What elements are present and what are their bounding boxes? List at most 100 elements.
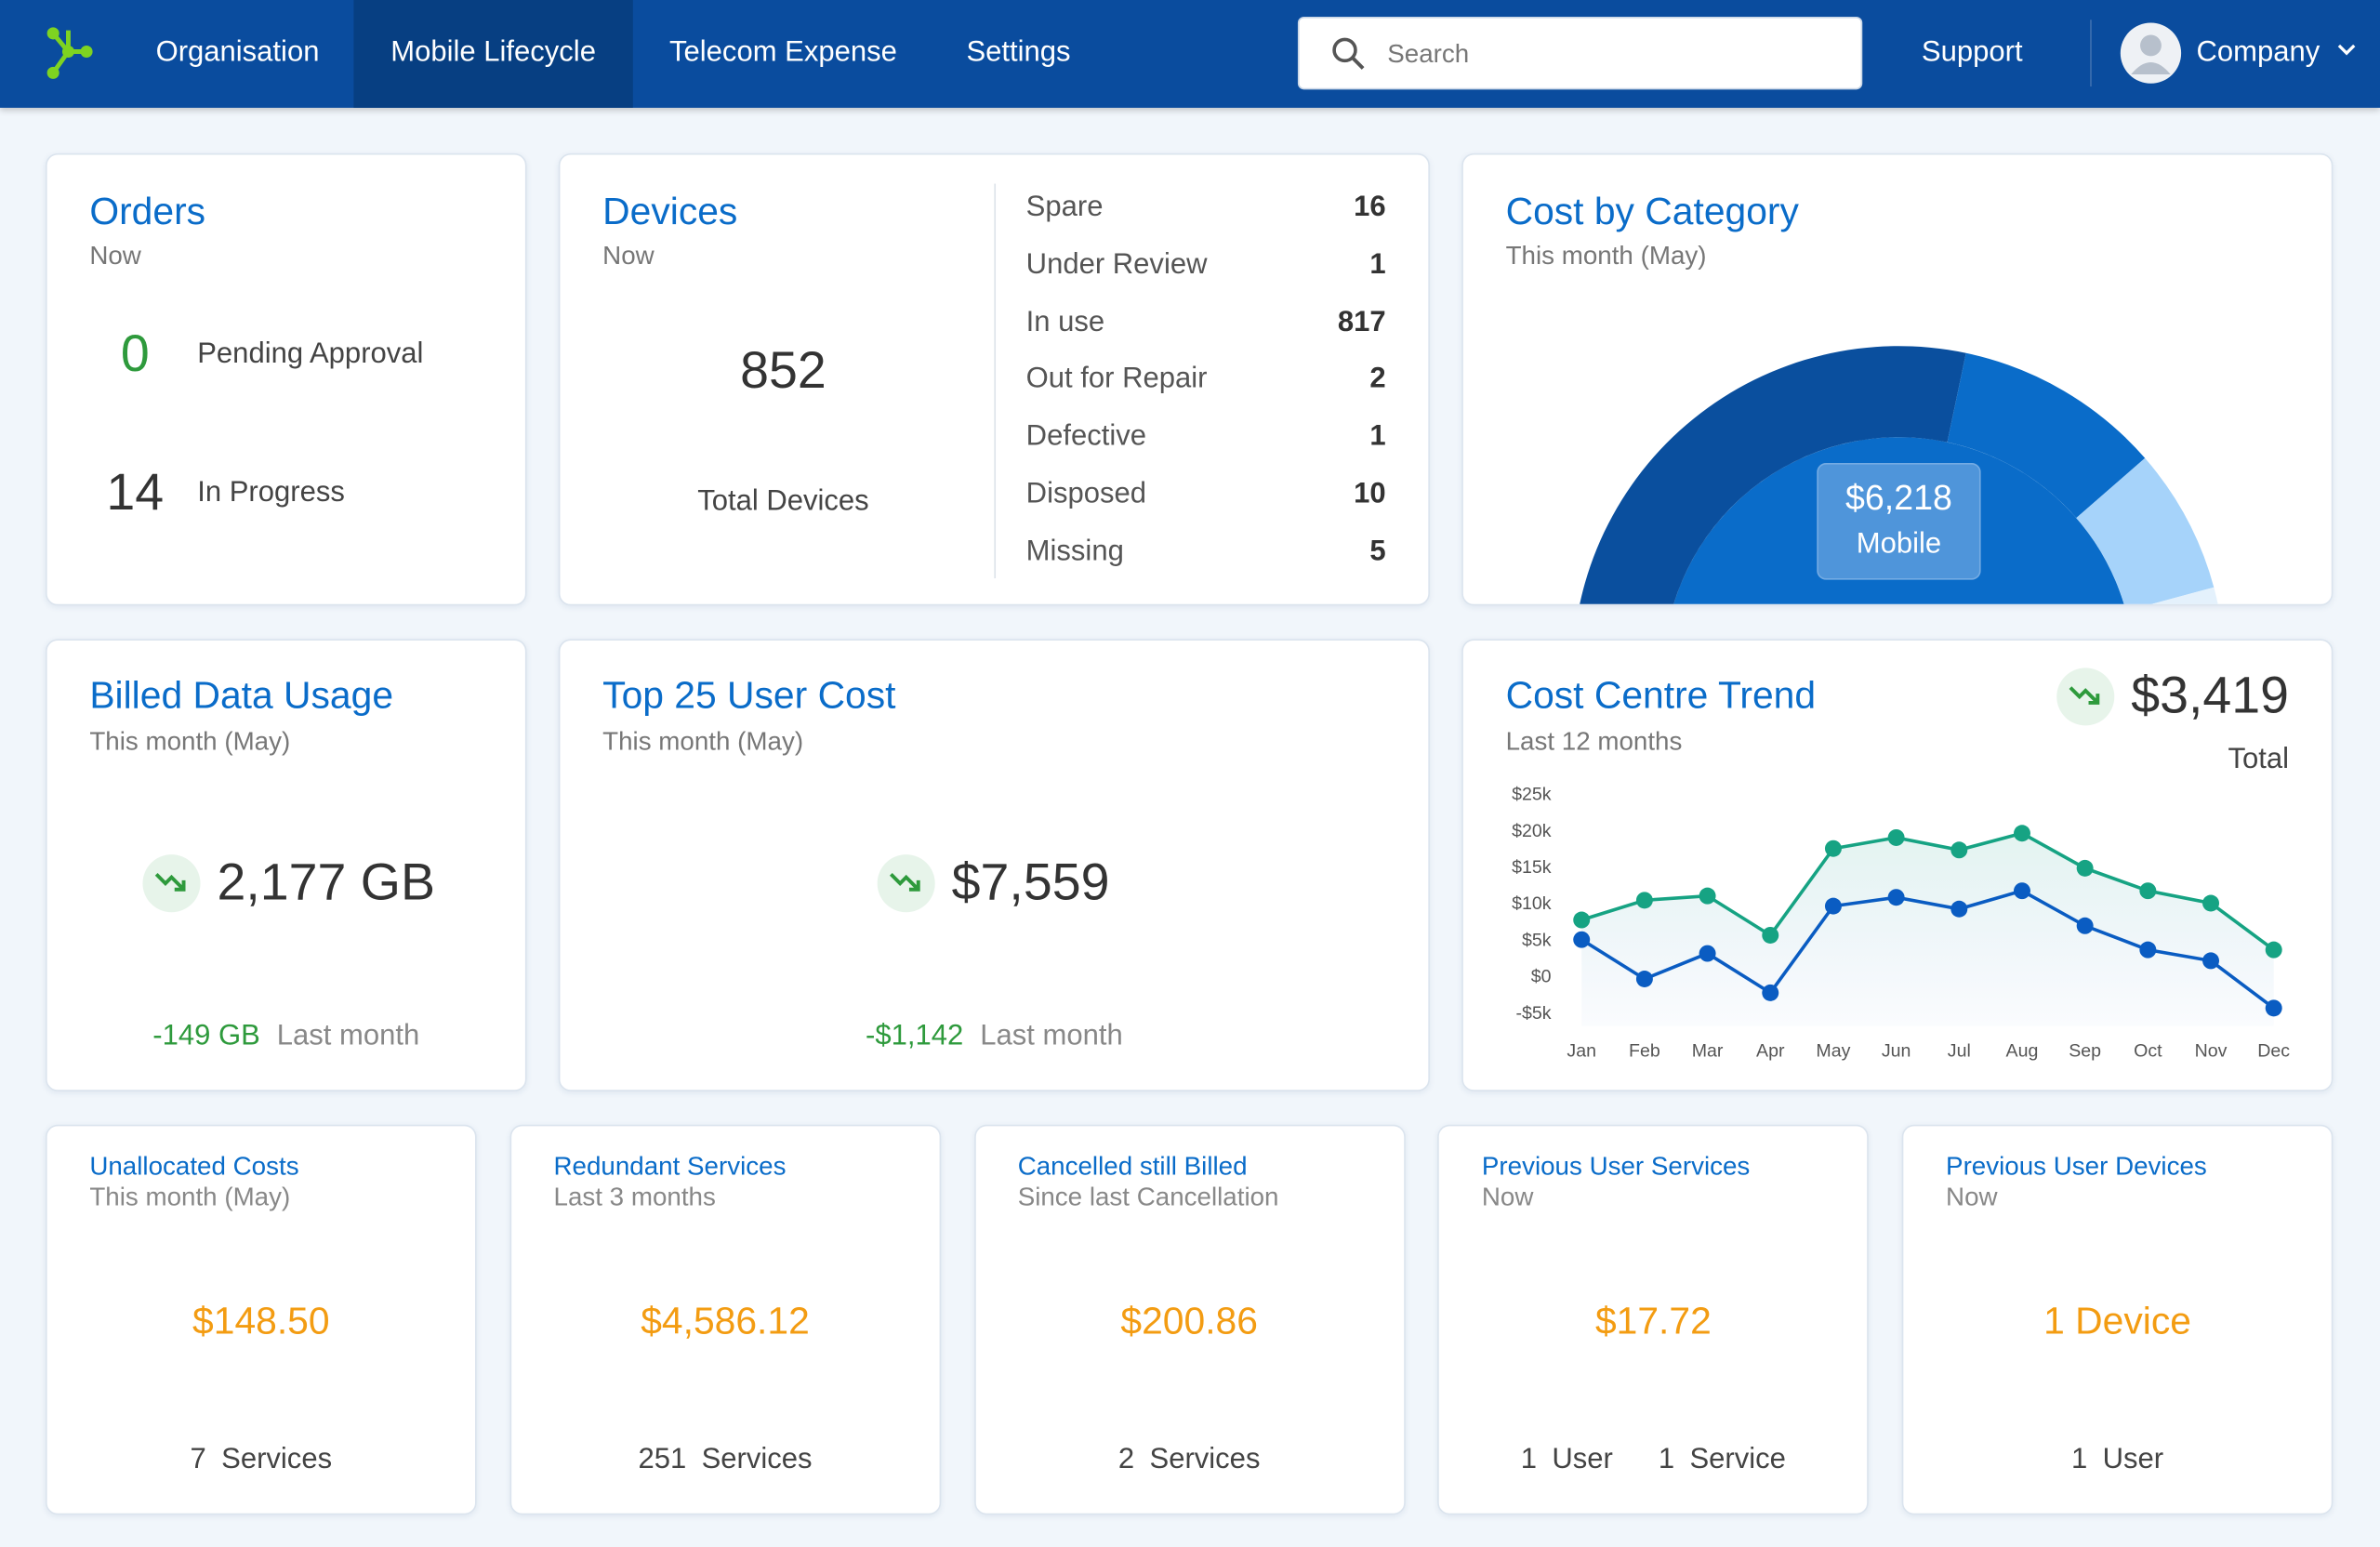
tile-amount: $4,586.12 — [641, 1300, 810, 1343]
x-tick-label: Jan — [1567, 1041, 1596, 1062]
x-tick-label: Jun — [1882, 1041, 1911, 1062]
tile-counts: 251 Services — [638, 1444, 812, 1477]
point — [1824, 897, 1842, 915]
status-label: Spare — [1025, 191, 1104, 223]
support-link[interactable]: Support — [1921, 36, 2023, 69]
trend-icon — [142, 854, 201, 913]
trend-icon-bg — [877, 854, 935, 913]
card-title: Orders — [89, 190, 206, 233]
area — [1581, 833, 2274, 1026]
tile-counts: 7 Services — [191, 1444, 333, 1477]
nav-divider — [2090, 20, 2092, 87]
billed_data_usage-card — [45, 639, 527, 1091]
card-subtitle: Now — [89, 241, 141, 271]
tile-amount: 1 Device — [2043, 1300, 2191, 1343]
tile-card — [1437, 1124, 1870, 1515]
count-label: User — [1552, 1443, 1613, 1475]
point — [2265, 999, 2282, 1017]
highlight-box — [1817, 462, 1981, 580]
count-label: Service — [1689, 1443, 1786, 1475]
status-count: 16 — [1354, 191, 1386, 223]
logo — [46, 27, 93, 79]
order-count: 0 — [120, 325, 150, 384]
tile-title: Cancelled still Billed — [1017, 1152, 1248, 1182]
card-title: Cost Centre Trend — [1505, 674, 1817, 718]
tile-card — [973, 1124, 1406, 1515]
search-icon-handle — [1351, 56, 1365, 70]
avatar-head — [2140, 34, 2162, 57]
trend-total: $3,419 — [2131, 667, 2290, 725]
point — [1950, 900, 1968, 918]
search-placeholder[interactable]: Search — [1387, 39, 1470, 69]
point — [2139, 941, 2157, 959]
nav-item-label[interactable]: Organisation — [155, 36, 320, 69]
avatar-body — [2131, 61, 2171, 74]
trend-total-label: Total — [2228, 743, 2290, 776]
trend-chart: -$5k $0 $5k $10k $15k $20k $25k Jan Feb Mar Apr May… — [1512, 785, 2290, 1062]
status-label: Under Review — [1025, 248, 1208, 281]
point — [2014, 882, 2030, 900]
tile-amount: $200.86 — [1120, 1300, 1258, 1343]
point — [2202, 952, 2220, 970]
tile-subtitle: Now — [1481, 1182, 1534, 1211]
x-tick-label: May — [1816, 1041, 1850, 1062]
search-icon — [1332, 37, 1365, 70]
tile-amount: $17.72 — [1594, 1300, 1712, 1343]
kpi-change-row: -149 GB Last month — [152, 1020, 419, 1053]
point — [2076, 917, 2094, 934]
nav-item-label[interactable]: Mobile Lifecycle — [390, 36, 596, 69]
y-tick-label: $15k — [1512, 857, 1552, 878]
trend-icon — [877, 854, 935, 913]
kpi-change: -$1,142 — [866, 1020, 964, 1052]
status-count: 817 — [1337, 306, 1386, 338]
search-box[interactable] — [1297, 16, 1863, 90]
point — [1699, 945, 1716, 962]
point — [1824, 840, 1842, 857]
line — [1580, 831, 2275, 952]
donut-segment — [1580, 346, 1966, 604]
status-count: 1 — [1369, 420, 1386, 453]
status-label: In use — [1025, 306, 1105, 338]
status-count: 2 — [1369, 363, 1386, 396]
order-label: In Progress — [197, 476, 345, 509]
card-subtitle: Last 12 months — [1505, 727, 1683, 757]
point — [1887, 889, 1905, 906]
count-value: 1 — [1658, 1443, 1675, 1475]
point — [1762, 984, 1779, 1001]
tile-card — [509, 1124, 941, 1515]
card-subtitle: This month (May) — [1505, 241, 1707, 271]
trend-icon-arrow — [889, 873, 920, 892]
point — [1699, 887, 1716, 905]
count-label: Services — [701, 1443, 813, 1475]
tile-amount: $148.50 — [192, 1300, 330, 1343]
avatar — [2120, 22, 2182, 84]
count-value: 251 — [638, 1443, 687, 1475]
point — [2014, 825, 2030, 842]
point — [1573, 931, 1591, 948]
y-tick-label: $0 — [1531, 967, 1552, 987]
point — [1762, 926, 1779, 944]
card-subtitle: This month (May) — [89, 727, 291, 757]
nav-item[interactable] — [353, 0, 633, 108]
trend-icon-arrow — [154, 873, 186, 892]
kpi-change: -149 GB — [152, 1020, 260, 1052]
kpi-value: 2,177 GB — [217, 853, 436, 912]
x-tick-label: Feb — [1629, 1041, 1660, 1062]
card-subtitle: This month (May) — [602, 727, 804, 757]
x-tick-label: Sep — [2069, 1041, 2101, 1062]
point — [1635, 892, 1653, 909]
line — [1580, 889, 2275, 1010]
trend-icon-arrow — [2069, 686, 2100, 705]
account-menu[interactable]: Company — [2196, 36, 2320, 69]
nav-item-label[interactable]: Telecom Expense — [669, 36, 897, 69]
tile-counts: 1 User — [2071, 1444, 2163, 1477]
point — [2202, 894, 2220, 912]
nav-item-label[interactable]: Settings — [966, 36, 1071, 69]
top_user_cost-card — [558, 639, 1430, 1091]
point — [1887, 828, 1905, 846]
search-icon-ring — [1332, 37, 1357, 63]
x-tick-label: Oct — [2134, 1041, 2162, 1062]
point — [1573, 911, 1591, 929]
count-value: 1 — [1520, 1443, 1538, 1475]
